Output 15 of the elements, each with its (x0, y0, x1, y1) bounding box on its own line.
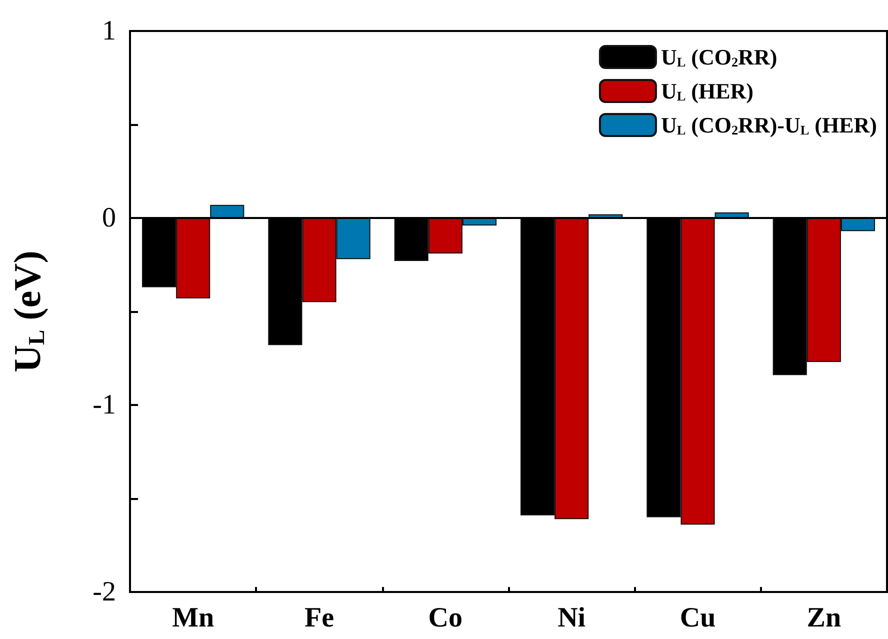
x-tick-label: Ni (558, 602, 586, 634)
x-tick-label: Cu (680, 602, 716, 634)
legend-label: UL (CO2RR)-UL (HER) (660, 112, 877, 138)
y-tick-label: -1 (92, 390, 116, 420)
y-tick-label: 1 (102, 16, 116, 46)
y-tick-label: 0 (102, 202, 116, 234)
y-axis-title: UL (eV) (6, 250, 49, 372)
legend-label: UL (HER) (660, 78, 754, 104)
x-tick-label: Co (428, 602, 463, 634)
x-tick-label: Fe (304, 602, 334, 634)
x-tick-label: Mn (172, 602, 215, 634)
bar (210, 204, 244, 218)
y-tick-label: -2 (92, 576, 116, 608)
x-tick-label: Zn (806, 602, 842, 634)
legend-label: UL (CO2RR) (660, 44, 778, 70)
